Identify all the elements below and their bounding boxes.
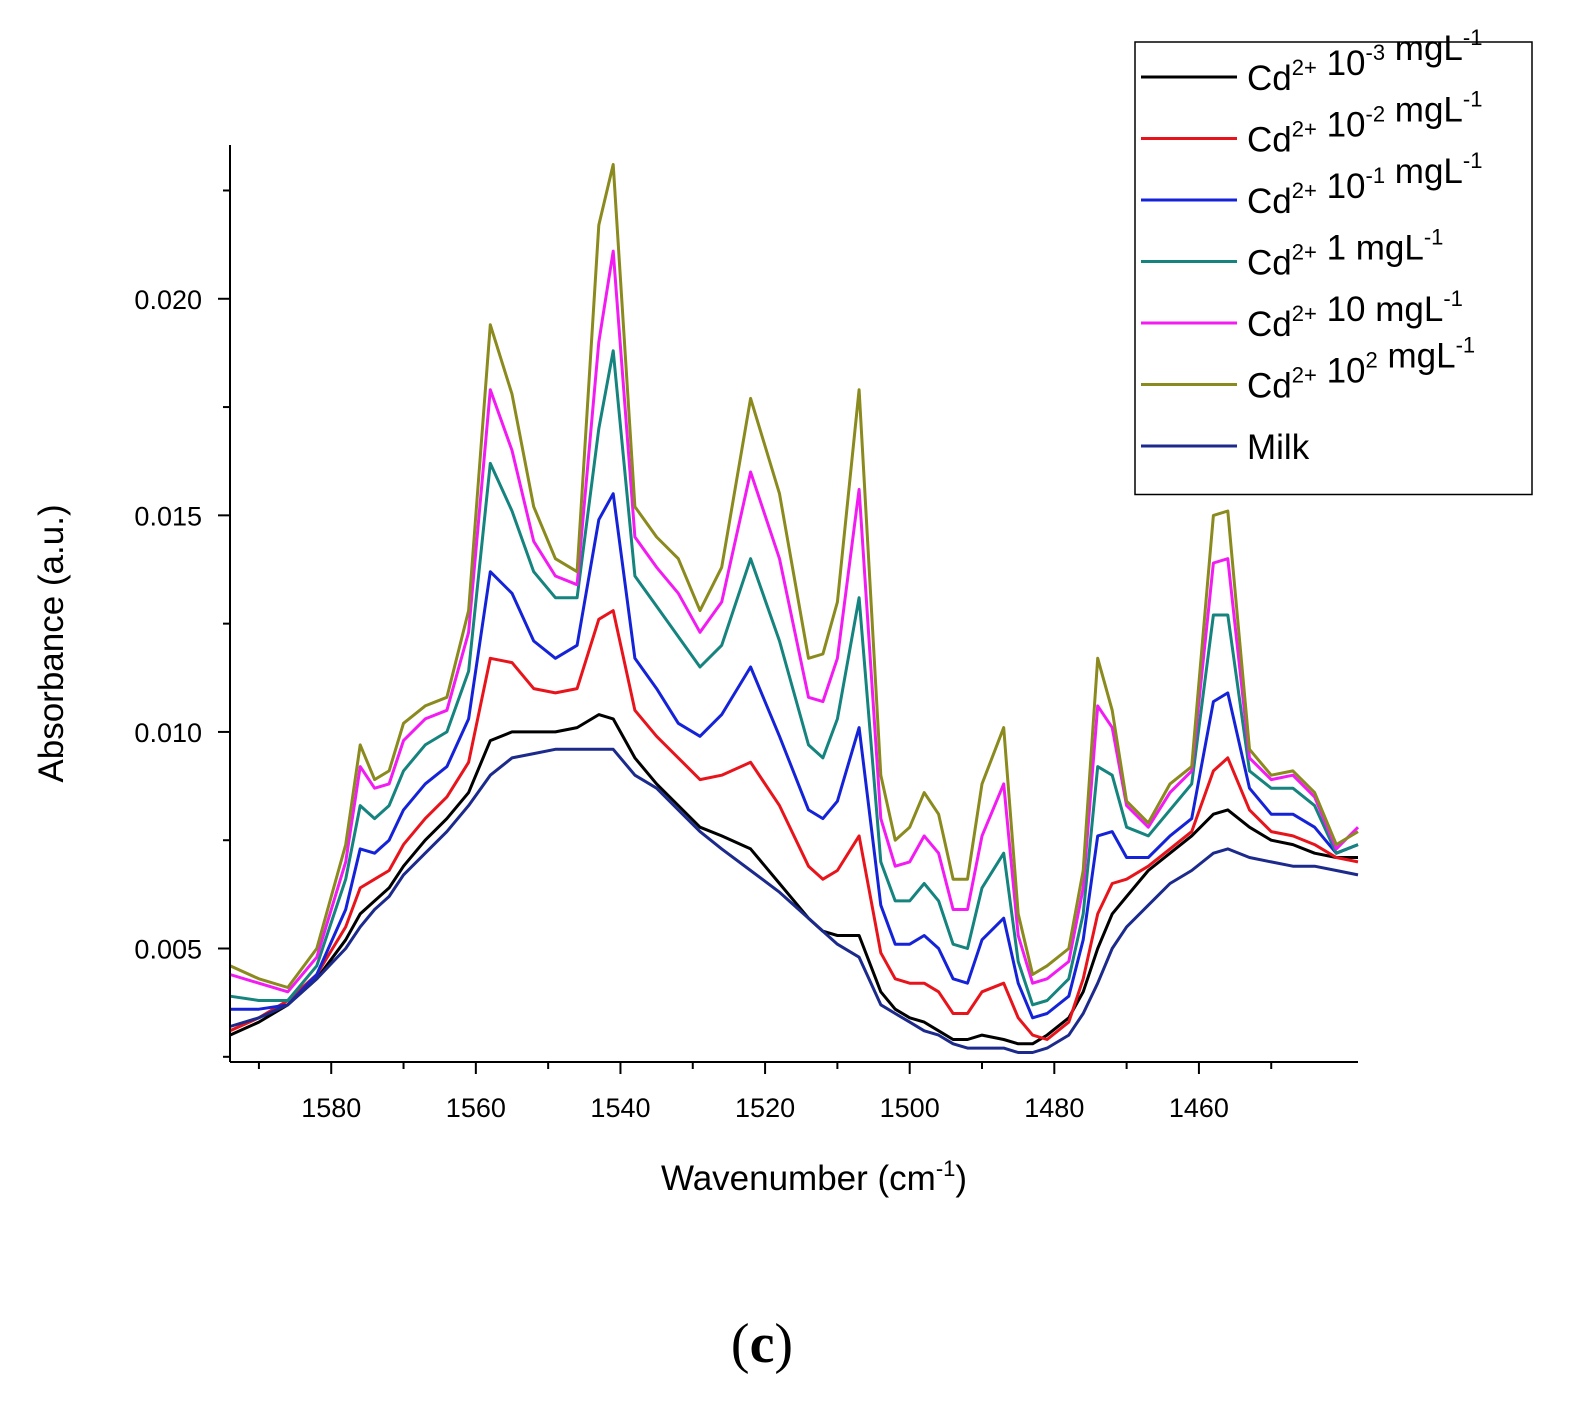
- x-axis-title-sup: -1: [936, 1156, 956, 1181]
- y-tick-label: 0.010: [134, 718, 202, 748]
- x-tick-label: 1560: [446, 1093, 506, 1123]
- series-line: [229, 747, 1359, 1054]
- series-lines: [229, 163, 1360, 1054]
- panel-label-letter: c: [750, 1313, 775, 1375]
- legend-label: Cd2+ 10 mgL-1: [1247, 286, 1463, 344]
- series-line: [229, 249, 1360, 994]
- series-line: [230, 492, 1359, 1020]
- x-axis-title: Wavenumber (cm-1): [661, 1156, 967, 1198]
- legend-label: Cd2+ 102 mgL-1: [1247, 333, 1475, 406]
- x-axis-ticks: 1580 1560 1540 1520 1500 1480 1460: [257, 1062, 1273, 1123]
- legend-label: Milk: [1247, 428, 1310, 467]
- legend-label: Cd2+ 10-2 mgL-1: [1247, 87, 1482, 160]
- panel-label-close: ): [774, 1313, 793, 1375]
- series-line: [229, 349, 1359, 1007]
- x-axis-title-main: Wavenumber (cm: [661, 1159, 936, 1198]
- panel-label: (c): [731, 1313, 793, 1375]
- x-tick-label: 1500: [880, 1093, 940, 1123]
- x-tick-label: 1580: [301, 1093, 361, 1123]
- y-axis-ticks: 0.005 0.010 0.015 0.020: [134, 189, 230, 1058]
- series-line: [229, 713, 1358, 1046]
- legend-label: Cd2+ 10-1 mgL-1: [1247, 148, 1482, 221]
- y-tick-label: 0.015: [134, 501, 202, 531]
- panel-label-open: (: [731, 1313, 750, 1375]
- x-tick-label: 1460: [1169, 1093, 1229, 1123]
- legend-label: Cd2+ 1 mgL-1: [1247, 225, 1443, 283]
- x-tick-label: 1520: [735, 1093, 795, 1123]
- x-axis-title-tail: ): [955, 1159, 967, 1198]
- series-line: [229, 609, 1359, 1041]
- y-tick-label: 0.020: [134, 285, 202, 315]
- legend-box: [1134, 41, 1533, 496]
- x-tick-label: 1540: [590, 1093, 650, 1123]
- legend-label: Cd2+ 10-3 mgL-1: [1247, 25, 1482, 98]
- series-line: [229, 163, 1359, 989]
- y-tick-label: 0.005: [134, 935, 202, 965]
- y-axis-title: Absorbance (a.u.): [32, 504, 71, 782]
- x-tick-label: 1480: [1024, 1093, 1084, 1123]
